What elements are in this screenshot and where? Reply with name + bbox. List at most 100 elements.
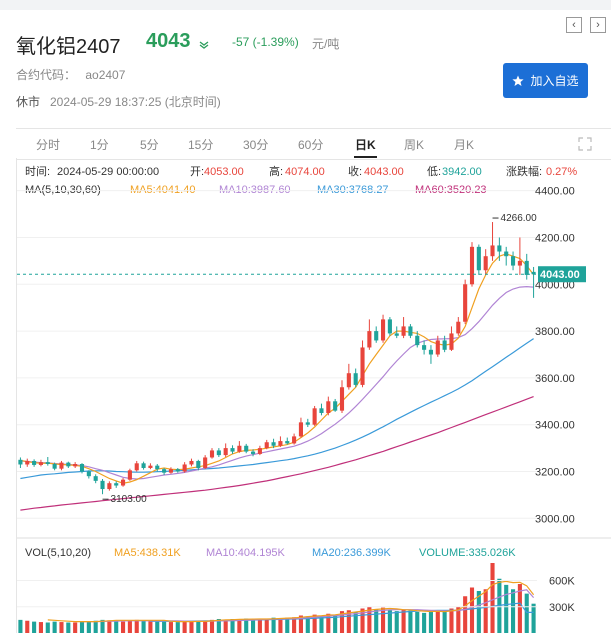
candle: [360, 340, 365, 388]
candle: [524, 253, 529, 280]
volume-bar: [408, 610, 413, 633]
add-watchlist-label: 加入自选: [530, 74, 579, 88]
volume-bar: [401, 609, 406, 633]
info-chg-label: 涨跌幅:: [506, 164, 542, 178]
volume-bar: [79, 622, 85, 633]
volume-bar: [271, 617, 276, 633]
volume-bar: [292, 617, 297, 633]
volume-bar: [134, 619, 139, 633]
top-strip: [0, 0, 611, 10]
candle-body: [32, 460, 37, 465]
candle-body: [148, 465, 153, 468]
chevron-left-icon: ‹: [572, 19, 576, 31]
tab-daily[interactable]: 日K: [354, 138, 377, 158]
candle: [483, 249, 488, 275]
candle: [251, 449, 256, 457]
tab-monthly[interactable]: 月K: [454, 138, 475, 152]
info-high-label: 高:: [269, 164, 283, 178]
volume-bar: [52, 621, 57, 633]
prev-arrow-button[interactable]: ‹: [566, 17, 582, 33]
volume-bar: [107, 620, 112, 633]
candle-body: [216, 450, 221, 456]
volume-bar: [114, 621, 119, 633]
candle-body: [93, 476, 98, 481]
candle: [490, 222, 495, 261]
candle-body: [339, 387, 345, 411]
ma-legend-label: MA(5,10,30,60): [25, 184, 101, 196]
candle: [456, 317, 461, 336]
candle-body: [422, 345, 427, 350]
volume-bar: [121, 621, 126, 633]
volume-bar: [435, 610, 440, 633]
candle: [531, 266, 536, 298]
candle-body: [476, 246, 481, 271]
candle: [278, 436, 283, 447]
volume-bar: [285, 617, 290, 633]
candle-body: [415, 335, 420, 346]
y-tick-label: 3200.00: [535, 466, 575, 478]
candle: [203, 455, 208, 470]
candle: [428, 345, 433, 364]
candle: [79, 463, 85, 474]
volume-bar: [86, 621, 91, 633]
volume-bar: [428, 612, 433, 633]
volume-bar: [155, 621, 160, 633]
next-arrow-button[interactable]: ›: [590, 17, 606, 33]
tab-30min[interactable]: 30分: [243, 138, 269, 152]
volume-bar: [209, 619, 215, 633]
candle-body: [134, 463, 139, 471]
volume-bar: [175, 622, 180, 633]
volume-bar: [381, 607, 386, 633]
y-tick-label: 4400.00: [535, 186, 575, 198]
candle: [463, 279, 468, 325]
candle-body: [497, 245, 502, 252]
candle: [476, 244, 481, 275]
info-close-value: 4043.00: [364, 166, 404, 178]
volume-bar: [353, 612, 358, 633]
candle: [59, 460, 64, 471]
candle-body: [435, 340, 440, 355]
candle-body: [326, 401, 331, 413]
candle-body: [408, 326, 413, 336]
add-watchlist-button[interactable]: 加入自选: [503, 63, 588, 98]
contract-code-value: ao2407: [85, 68, 126, 82]
candle: [298, 417, 303, 438]
candle-body: [401, 326, 406, 336]
candle-body: [264, 442, 269, 449]
candle-body: [511, 256, 516, 266]
candle-body: [463, 284, 468, 322]
tab-1min[interactable]: 1分: [90, 138, 109, 152]
candle-body: [59, 462, 64, 469]
candle: [408, 324, 413, 339]
candle: [435, 335, 440, 357]
y-tick-label: 3800.00: [535, 326, 575, 338]
tab-60min[interactable]: 60分: [298, 138, 324, 152]
fullscreen-icon[interactable]: [578, 137, 592, 151]
candle-body: [230, 448, 235, 452]
candle-body: [209, 450, 215, 458]
candle-body: [353, 373, 358, 385]
candle: [230, 445, 235, 454]
candle: [387, 317, 392, 336]
tab-5min[interactable]: 5分: [140, 138, 159, 152]
volume-bar: [298, 615, 303, 633]
volume-bar: [162, 621, 167, 633]
vol_ma5-line: [47, 580, 535, 623]
candle: [346, 363, 351, 390]
tab-minute[interactable]: 分时: [36, 138, 61, 152]
info-low-value: 3942.00: [442, 166, 482, 178]
candle-body: [182, 464, 187, 472]
kline-chart[interactable]: 时间: 2024-05-29 00:00:00 开: 4053.00 高: 40…: [17, 158, 611, 633]
candle: [333, 398, 338, 412]
volume-bar: [203, 621, 208, 633]
candle-body: [114, 483, 119, 486]
volume-bar: [339, 611, 345, 633]
candle: [367, 319, 372, 350]
candle: [141, 461, 146, 470]
volume-bar: [312, 614, 317, 633]
tab-weekly[interactable]: 周K: [404, 138, 425, 152]
volume-bar: [237, 619, 242, 633]
candle-body: [79, 464, 85, 472]
candle-body: [25, 460, 30, 465]
tab-15min[interactable]: 15分: [188, 138, 214, 152]
